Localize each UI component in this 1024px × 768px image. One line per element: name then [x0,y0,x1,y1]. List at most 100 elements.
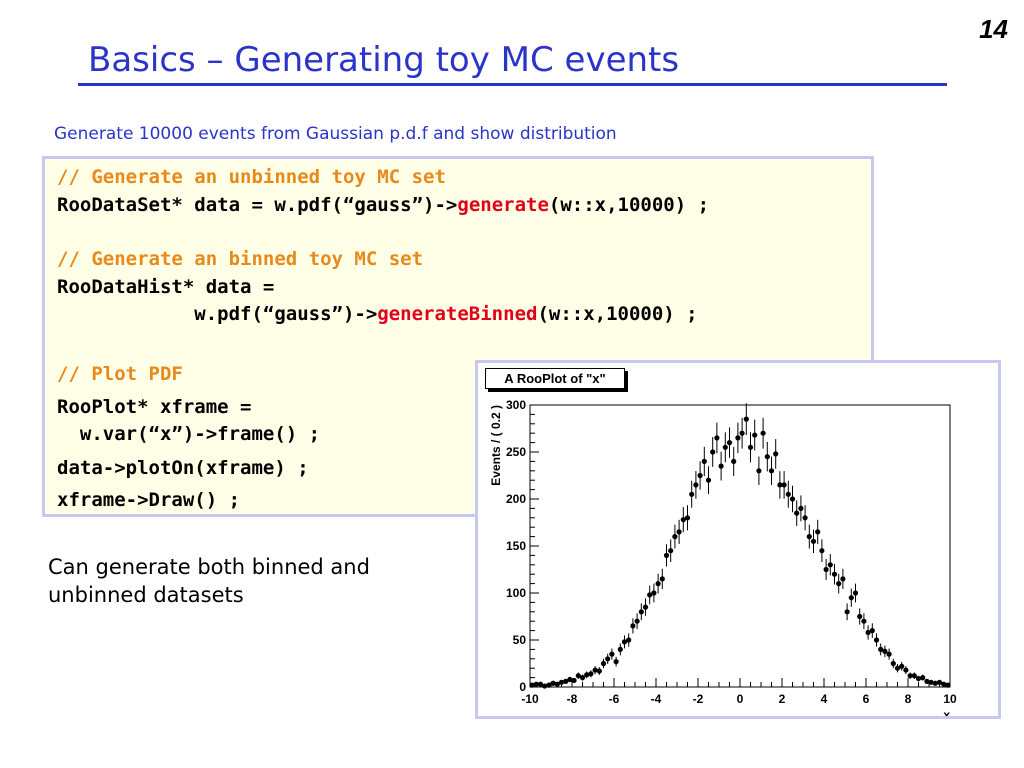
x-tick-label: -6 [609,692,620,706]
data-point [945,682,951,688]
x-tick-label: -2 [693,692,704,706]
data-point [840,576,846,582]
data-point [764,454,770,460]
data-point [630,623,636,629]
x-tick-label: -10 [521,692,539,706]
data-point [672,534,678,540]
slide-title: Basics – Generating toy MC events [88,40,680,80]
slide-number: 14 [979,14,1008,44]
data-point [710,449,716,455]
data-point [844,609,850,615]
code-text: w.pdf(“gauss”)-> [57,303,378,325]
code-text: RooDataSet* data = w.pdf(“gauss”)-> [57,194,458,216]
data-point [605,656,611,662]
code-line-generate: RooDataSet* data = w.pdf(“gauss”)->gener… [57,194,709,216]
data-point [655,581,661,587]
data-point [726,440,733,446]
data-point [827,562,833,568]
data-point [924,678,930,684]
data-point [600,660,607,667]
data-point [936,679,943,685]
data-point [529,682,535,688]
data-point [701,458,707,464]
y-tick-label: 250 [506,445,526,459]
data-point [613,659,619,665]
data-point [668,548,674,554]
data-point [915,675,922,682]
data-point [617,646,623,652]
data-point [857,613,863,620]
data-point [894,665,901,671]
data-point [773,451,779,457]
y-axis-label: Events / ( 0.2 ) [489,405,503,486]
code-text: (w::x,10000) ; [548,194,710,216]
y-tick-label: 100 [506,586,526,600]
code-comment-plot: // Plot PDF [57,363,183,385]
data-point [815,529,821,535]
data-point [920,675,926,681]
data-point [932,680,938,686]
data-point [756,468,762,474]
data-point [651,590,657,596]
data-point [785,491,791,497]
data-point [869,628,875,634]
data-point [722,444,728,450]
data-point [747,444,754,450]
slide-note: Can generate both binned and unbinned da… [48,555,370,607]
x-axis-label: x [943,708,950,716]
data-point [806,534,812,540]
data-point [882,648,888,654]
data-point [941,681,947,687]
code-line-datahist: RooDataHist* data = [57,276,275,298]
data-point [584,672,590,678]
data-point [928,679,934,685]
data-point [588,671,594,677]
code-line-draw: xframe->Draw() ; [57,489,241,511]
y-tick-label: 200 [506,492,526,506]
slide-subtitle: Generate 10000 events from Gaussian p.d.… [54,124,617,144]
x-tick-label: 0 [737,692,744,706]
code-comment-binned: // Generate an binned toy MC set [57,248,424,270]
data-point [865,629,871,636]
data-point [638,609,644,615]
code-line-generatebinned: w.pdf(“gauss”)->generateBinned(w::x,1000… [57,303,697,325]
data-point [886,651,892,657]
data-point [890,660,896,667]
data-point [768,468,775,474]
data-point [836,581,842,587]
data-point [735,435,741,441]
x-tick-label: 10 [943,692,957,706]
data-point [626,637,632,643]
data-point [714,435,720,441]
data-point [676,529,682,535]
data-point [693,482,699,488]
data-point [831,571,838,577]
x-tick-label: 2 [779,692,786,706]
data-point [689,491,695,497]
data-point [777,482,783,488]
data-point [592,667,598,673]
plot-title: A RooPlot of "x" [485,368,625,389]
data-point [873,637,880,643]
data-point [550,680,556,686]
x-tick-label: -4 [651,692,662,706]
data-point [684,515,691,521]
data-point [798,505,804,511]
data-point [563,678,569,684]
data-point [819,548,825,554]
y-tick-label: 150 [506,539,526,553]
data-point [705,477,712,483]
data-point [579,675,586,681]
data-point [903,667,909,673]
data-point [899,663,905,669]
data-point [567,676,573,683]
code-line-ploton: data->plotOn(xframe) ; [57,457,309,479]
y-tick-label: 0 [519,680,526,694]
rooplot-chart: -10 -8 -6 -4 -2 0 2 4 6 8 10050100150200250300xEve… [489,398,957,716]
data-point [659,576,665,582]
data-point [697,472,703,479]
data-point [752,432,758,438]
data-point [546,682,552,688]
data-point [789,496,796,502]
plot-frame [529,404,951,688]
